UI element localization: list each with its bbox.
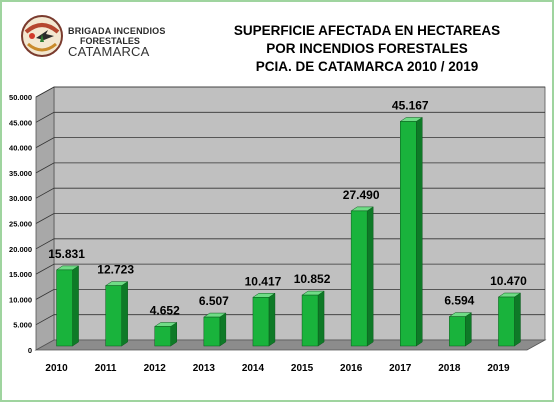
y-tick-label: 25.000: [9, 220, 32, 229]
y-gridline: [35, 162, 545, 174]
bar-side: [366, 206, 374, 347]
brigade-logo: BRIGADA INCENDIOS FORESTALES CATAMARCA: [20, 14, 170, 60]
y-tick-label: 5.000: [13, 321, 32, 330]
bar: [498, 296, 515, 347]
x-tick-label: 2011: [95, 363, 117, 374]
data-label: 27.490: [343, 188, 380, 202]
x-tick-label: 2014: [242, 363, 265, 374]
y-tick-label: 45.000: [9, 118, 32, 127]
bar: [400, 121, 417, 347]
data-label: 4.652: [150, 303, 180, 317]
logo-line1: BRIGADA INCENDIOS: [68, 26, 166, 36]
logo-line2: FORESTALES: [80, 36, 140, 46]
bar: [449, 316, 466, 347]
chart-title: SUPERFICIE AFECTADA EN HECTAREAS POR INC…: [202, 22, 532, 76]
bar-side: [514, 292, 521, 347]
x-tick-label: 2013: [193, 363, 216, 374]
x-tick-label: 2015: [291, 363, 314, 374]
data-label: 15.831: [48, 247, 85, 261]
bar-side: [268, 292, 276, 347]
x-tick-label: 2016: [340, 363, 363, 374]
y-gridline: [35, 213, 545, 224]
bar: [105, 285, 122, 347]
data-label: 10.852: [294, 272, 331, 286]
x-tick-label: 2018: [438, 363, 461, 374]
y-tick-label: 30.000: [9, 194, 32, 203]
bar: [252, 297, 270, 347]
chart-title-line3: PCIA. DE CATAMARCA 2010 / 2019: [255, 59, 479, 74]
bar-side: [416, 116, 423, 347]
chart-title-line2: POR INCENDIOS FORESTALES: [266, 41, 468, 56]
x-tick-label: 2012: [144, 363, 167, 374]
brigade-emblem-icon: [21, 15, 63, 57]
data-label: 10.470: [490, 274, 527, 288]
bar: [301, 294, 319, 347]
y-gridline: [35, 263, 545, 275]
data-label: 12.723: [97, 263, 134, 277]
y-gridline: [35, 111, 545, 123]
x-tick-label: 2017: [389, 363, 412, 374]
data-label: 10.417: [245, 274, 282, 288]
y-gridline: [35, 314, 545, 326]
bar-side: [465, 312, 472, 347]
y-gridline: [35, 238, 545, 250]
data-label: 45.167: [392, 98, 429, 112]
y-gridline: [35, 288, 545, 300]
bar-side: [317, 290, 325, 347]
x-tick-label: 2010: [45, 363, 68, 374]
y-tick-label: 0: [28, 346, 32, 355]
bar: [350, 210, 368, 347]
y-gridline: [35, 86, 545, 98]
bar-side: [219, 312, 227, 347]
bar-side: [121, 281, 128, 347]
data-label: 6.594: [444, 294, 474, 308]
y-gridline: [35, 187, 545, 199]
y-tick-label: 35.000: [9, 169, 32, 178]
bar-side: [72, 265, 79, 347]
x-tick-label: 2019: [487, 363, 510, 374]
bar: [154, 326, 171, 347]
y-tick-label: 15.000: [9, 270, 32, 279]
chart-title-line1: SUPERFICIE AFECTADA EN HECTAREAS: [233, 23, 501, 38]
logo-line3: CATAMARCA: [68, 44, 150, 59]
bar: [203, 316, 221, 347]
y-gridline: [35, 137, 545, 148]
y-tick-label: 10.000: [9, 295, 32, 304]
y-tick-label: 40.000: [9, 144, 32, 153]
data-label: 6.507: [199, 294, 229, 308]
bar: [56, 269, 73, 347]
y-tick-label: 50.000: [9, 93, 32, 102]
y-tick-label: 20.000: [9, 245, 32, 254]
